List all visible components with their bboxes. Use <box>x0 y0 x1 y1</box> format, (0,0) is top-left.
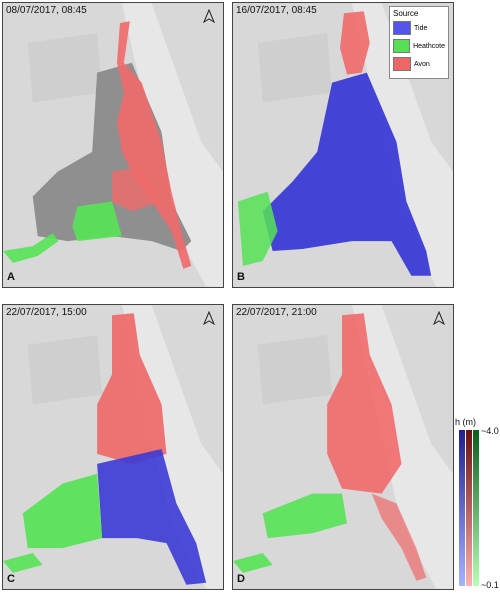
panel-timestamp: 16/07/2017, 08:45 <box>236 5 317 16</box>
map-panel-d: 22/07/2017, 21:00 D <box>232 304 454 590</box>
avon-water <box>327 313 402 494</box>
map-panel-a: 08/07/2017, 08:45 A <box>2 2 224 288</box>
tide-swatch <box>393 21 411 35</box>
map-c <box>3 305 223 589</box>
legend-label: Avon <box>414 60 430 68</box>
panel-letter: D <box>237 573 245 585</box>
avon-swatch <box>393 57 411 71</box>
map-b <box>233 3 453 287</box>
colorbar-min-label: ~0.1 <box>481 580 499 590</box>
heathcote-swatch <box>393 39 411 53</box>
map-panel-b: 16/07/2017, 08:45 B Source Tide Heathcot… <box>232 2 454 288</box>
legend-label: Heathcote <box>413 42 445 50</box>
panel-letter: C <box>7 573 15 585</box>
north-arrow-icon <box>203 311 215 325</box>
legend-item-tide: Tide <box>393 21 445 35</box>
map-d <box>233 305 453 589</box>
panel-timestamp: 22/07/2017, 21:00 <box>236 307 317 318</box>
panel-letter: B <box>237 271 245 283</box>
north-arrow-icon <box>433 311 445 325</box>
heathcote-channel <box>237 191 278 266</box>
avon-channel <box>116 21 192 269</box>
heathcote-channel <box>72 201 122 242</box>
colorbar-tide <box>459 430 465 586</box>
heathcote-water <box>262 493 347 539</box>
colorbar-heathcote <box>473 430 479 586</box>
depth-colorbar: h (m) ~4.0 ~0.1 <box>455 417 500 600</box>
legend-title: Source <box>393 9 419 18</box>
colorbar-title: h (m) <box>455 417 476 427</box>
legend-item-avon: Avon <box>393 57 445 71</box>
colorbar-avon <box>466 430 472 586</box>
avon-channel <box>340 11 370 75</box>
legend-item-heathcote: Heathcote <box>393 39 445 53</box>
tide-water <box>262 72 432 276</box>
panel-timestamp: 08/07/2017, 08:45 <box>6 5 87 16</box>
panel-letter: A <box>7 271 15 283</box>
panel-timestamp: 22/07/2017, 15:00 <box>6 307 87 318</box>
map-a <box>3 3 223 287</box>
map-panel-c: 22/07/2017, 15:00 C <box>2 304 224 590</box>
avon-water <box>97 313 167 464</box>
north-arrow-icon <box>203 9 215 23</box>
tide-water <box>97 448 207 585</box>
source-legend: Source Tide Heathcote Avon <box>389 6 449 79</box>
colorbar-max-label: ~4.0 <box>481 426 499 436</box>
heathcote-water <box>22 473 103 549</box>
legend-label: Tide <box>414 24 428 32</box>
